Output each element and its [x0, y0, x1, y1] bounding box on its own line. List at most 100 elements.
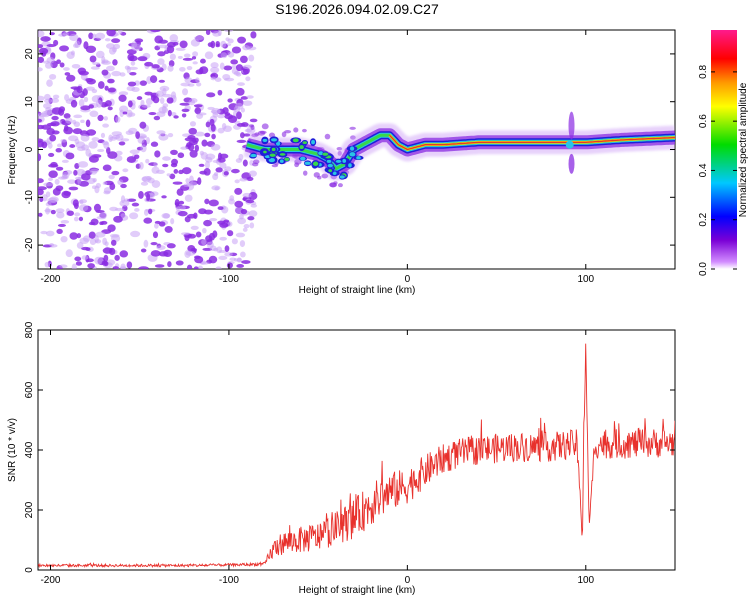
noise-blob: [245, 199, 255, 204]
noise-blob: [144, 91, 153, 96]
noise-blob: [51, 115, 59, 121]
noise-blob: [64, 124, 69, 132]
noise-blob: [85, 45, 97, 54]
noise-blob: [249, 222, 255, 229]
noise-blob: [50, 209, 56, 215]
noise-blob: [95, 99, 103, 108]
noise-blob: [234, 187, 243, 195]
noise-blob: [171, 112, 177, 117]
noise-blob: [112, 266, 119, 269]
halo-blob: [302, 128, 307, 133]
noise-blob: [97, 114, 104, 122]
noise-blob: [130, 230, 141, 238]
noise-blob: [198, 208, 207, 215]
noise-blob: [62, 31, 69, 36]
noise-blob: [76, 85, 83, 93]
noise-blob: [156, 169, 165, 174]
blotch-inner: [322, 152, 329, 156]
noise-blob: [242, 159, 248, 167]
noise-blob: [164, 225, 173, 233]
halo-blob: [324, 133, 331, 140]
noise-blob: [65, 117, 73, 124]
halo-blob: [317, 175, 322, 180]
noise-blob: [120, 183, 127, 189]
noise-blob: [242, 64, 252, 70]
spectrogram-x-tick-label: -200: [40, 274, 60, 285]
noise-blob: [49, 243, 55, 247]
noise-blob: [45, 207, 50, 215]
noise-blob: [204, 51, 214, 60]
noise-blob: [166, 243, 176, 249]
noise-blob: [104, 100, 112, 107]
noise-blob: [179, 205, 186, 210]
noise-blob: [103, 141, 110, 149]
noise-blob: [162, 156, 171, 161]
noise-blob: [112, 43, 121, 50]
noise-blob: [91, 185, 97, 189]
noise-blob: [123, 198, 130, 202]
noise-blob: [172, 181, 183, 185]
noise-blob: [212, 159, 220, 163]
noise-blob: [108, 134, 113, 143]
noise-blob: [181, 232, 191, 236]
noise-blob: [227, 98, 233, 103]
noise-blob: [201, 139, 208, 147]
noise-blob: [100, 132, 106, 139]
noise-blob: [140, 248, 147, 253]
noise-blob: [189, 121, 197, 127]
noise-blob: [130, 60, 136, 66]
noise-blob: [129, 55, 138, 62]
noise-blob: [68, 186, 79, 191]
noise-blob: [206, 241, 214, 249]
noise-blob: [95, 32, 106, 40]
noise-blob: [175, 206, 181, 211]
noise-blob: [86, 129, 97, 136]
noise-blob: [150, 250, 161, 257]
noise-blob: [48, 152, 55, 157]
noise-blob: [217, 220, 226, 225]
noise-blob: [185, 250, 196, 256]
noise-blob: [131, 41, 138, 48]
colorbar-tick-label: 0.6: [698, 114, 709, 128]
noise-blob: [134, 154, 140, 159]
noise-blob: [120, 213, 126, 219]
noise-blob: [49, 134, 57, 142]
noise-blob: [199, 67, 204, 75]
noise-blob: [78, 216, 84, 222]
noise-blob: [138, 266, 149, 269]
spectrogram-y-tick-label: 0: [24, 146, 35, 152]
noise-blob: [184, 194, 193, 202]
noise-blob: [93, 203, 102, 212]
noise-blob: [168, 60, 175, 67]
noise-blob: [83, 41, 89, 50]
noise-blob: [236, 122, 246, 127]
noise-blob: [46, 128, 55, 136]
noise-blob: [230, 59, 239, 65]
noise-blob: [248, 210, 258, 217]
noise-blob: [167, 65, 174, 72]
noise-blob: [210, 62, 219, 69]
halo-blob: [302, 170, 308, 176]
noise-blob: [120, 138, 130, 142]
noise-blob: [182, 88, 189, 96]
halo-blob: [349, 126, 356, 130]
noise-blob: [60, 139, 67, 143]
spectrogram-y-tick-label: -10: [24, 190, 35, 205]
noise-blob: [38, 67, 43, 72]
noise-blob: [40, 230, 48, 235]
noise-blob: [237, 36, 246, 44]
noise-blob: [151, 64, 160, 69]
noise-blob: [239, 177, 248, 182]
noise-blob: [78, 70, 89, 76]
noise-blob: [107, 87, 117, 93]
noise-blob: [242, 192, 252, 198]
noise-blob: [216, 109, 221, 114]
noise-blob: [219, 62, 225, 70]
spectrogram-x-tick-label: -100: [219, 274, 239, 285]
noise-blob: [126, 85, 136, 91]
noise-blob: [193, 266, 199, 269]
noise-blob: [148, 112, 157, 116]
noise-blob: [127, 100, 133, 108]
noise-blob: [80, 119, 85, 123]
